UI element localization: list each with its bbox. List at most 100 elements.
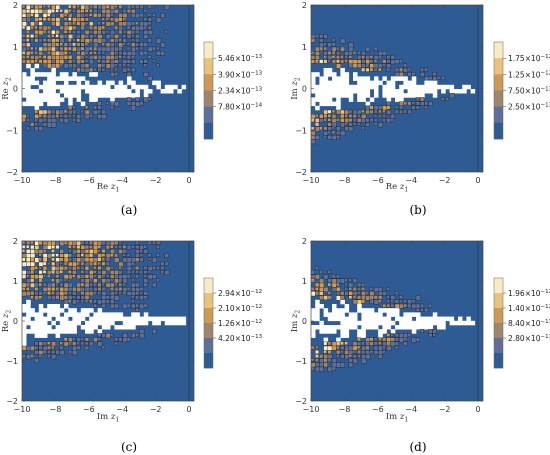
x-axis-label: Im z1 (97, 412, 119, 424)
edge-artifact (469, 241, 471, 242)
y-axis-label: Re z2 (1, 77, 13, 100)
contour-field (22, 5, 190, 172)
y-tick-label: 0 (13, 317, 18, 326)
y-tick-label: 2 (302, 1, 307, 10)
x-tick-label: −2 (439, 405, 451, 414)
colorbar-tick-label: 1.26×10−12 (218, 319, 262, 328)
x-tick-label: −4 (116, 405, 128, 414)
x-tick-label: −8 (338, 176, 350, 185)
colorbar-tick-label: 2.34×10−13 (218, 87, 263, 96)
colorbar-segment (204, 308, 213, 324)
x-tick-label: 0 (186, 405, 191, 414)
y-tick-label: 1 (302, 43, 307, 52)
y-tick-label: 0 (302, 85, 307, 94)
y-tick-label: 1 (13, 277, 18, 286)
contour-field (22, 241, 190, 401)
x-tick-label: −8 (49, 176, 61, 185)
colorbar-segment (204, 58, 213, 75)
y-axis-label: Im z2 (290, 77, 302, 100)
y-tick-label: 1 (13, 43, 18, 52)
colorbar-segment (204, 106, 213, 124)
colorbar-segment (494, 293, 503, 309)
x-axis-label: Re z1 (97, 182, 119, 194)
colorbar-segment (494, 106, 503, 124)
x-tick-label: −4 (116, 176, 128, 185)
contour-field (311, 241, 479, 401)
colorbar-segment (494, 90, 503, 107)
x-tick-label: −10 (14, 176, 31, 185)
panel-caption: (a) (121, 203, 138, 217)
colorbar-tick-label: 4.20×10−13 (218, 334, 263, 343)
colorbar-segment (204, 278, 213, 294)
y-tick-label: 0 (302, 317, 307, 326)
x-tick-label: −2 (150, 176, 162, 185)
y-axis-label: Im z2 (290, 310, 302, 333)
x-tick-label: −10 (14, 405, 31, 414)
x-tick-label: −2 (439, 176, 451, 185)
x-tick-label: −6 (83, 405, 95, 414)
y-tick-label: −2 (6, 397, 18, 406)
x-tick-label: −6 (372, 405, 384, 414)
x-axis-label: Re z1 (386, 182, 408, 194)
colorbar-segment (494, 278, 503, 294)
x-axis-label: Im z1 (386, 412, 408, 424)
colorbar-segment (204, 122, 213, 140)
y-tick-label: 2 (13, 237, 18, 246)
x-tick-label: 0 (475, 176, 480, 185)
colorbar-segment (204, 42, 213, 59)
colorbar-segment (204, 353, 213, 369)
colorbar-tick-label: 2.10×10−12 (218, 304, 262, 313)
colorbar-tick-label: 1.96×10−12 (508, 289, 550, 298)
y-tick-label: −2 (6, 168, 18, 177)
colorbar-segment (204, 323, 213, 339)
x-tick-label: −10 (303, 405, 320, 414)
edge-artifact (180, 241, 182, 242)
colorbar-segment (494, 42, 503, 59)
colorbar: 2.94×10−12 2.10×10−12 1.26×10−12 4.20×10−13 (203, 277, 263, 369)
colorbar-tick-label: 8.40×10−13 (508, 319, 550, 328)
x-tick-label: −8 (338, 405, 350, 414)
edge-artifact (180, 5, 182, 6)
colorbar-segment (494, 323, 503, 339)
colorbar-tick-label: 1.75×10−12 (508, 54, 550, 63)
colorbar-tick-label: 2.80×10−13 (508, 334, 550, 343)
y-tick-label: 0 (13, 85, 18, 94)
y-axis-label: Re z2 (1, 310, 13, 333)
x-tick-label: −4 (405, 405, 417, 414)
colorbar-segment (204, 293, 213, 309)
colorbar: 5.46×10−13 3.90×10−13 2.34×10−13 7.80×10−14 (203, 41, 263, 140)
colorbar-tick-label: 7.80×10−14 (218, 103, 263, 112)
colorbar: 1.75×10−12 1.25×10−12 7.50×10−13 2.50×10−13 (493, 41, 550, 140)
edge-artifact (469, 5, 471, 6)
colorbar-tick-label: 2.50×10−13 (508, 103, 550, 112)
y-tick-label: −2 (295, 397, 307, 406)
colorbar-segment (494, 122, 503, 140)
y-tick-label: 2 (13, 1, 18, 10)
y-tick-label: −1 (295, 357, 307, 366)
x-tick-label: −6 (83, 176, 95, 185)
colorbar: 1.96×10−12 1.40×10−12 8.40×10−13 2.80×10−13 (493, 277, 550, 369)
colorbar-tick-label: 7.50×10−13 (508, 87, 550, 96)
colorbar-segment (494, 308, 503, 324)
x-tick-label: −10 (303, 176, 320, 185)
panel-caption: (d) (409, 440, 426, 454)
y-tick-label: −2 (295, 168, 307, 177)
y-tick-label: 2 (302, 237, 307, 246)
panel-caption: (b) (409, 203, 426, 217)
panel-caption: (c) (121, 440, 137, 454)
colorbar-segment (494, 338, 503, 354)
x-tick-label: 0 (475, 405, 480, 414)
y-tick-label: 1 (302, 277, 307, 286)
y-tick-label: −1 (6, 126, 18, 135)
colorbar-segment (204, 74, 213, 91)
y-tick-label: −1 (6, 357, 18, 366)
colorbar-tick-label: 5.46×10−13 (218, 54, 263, 63)
colorbar-tick-label: 1.25×10−12 (508, 70, 550, 79)
colorbar-segment (494, 74, 503, 91)
colorbar-tick-label: 1.40×10−12 (508, 304, 550, 313)
